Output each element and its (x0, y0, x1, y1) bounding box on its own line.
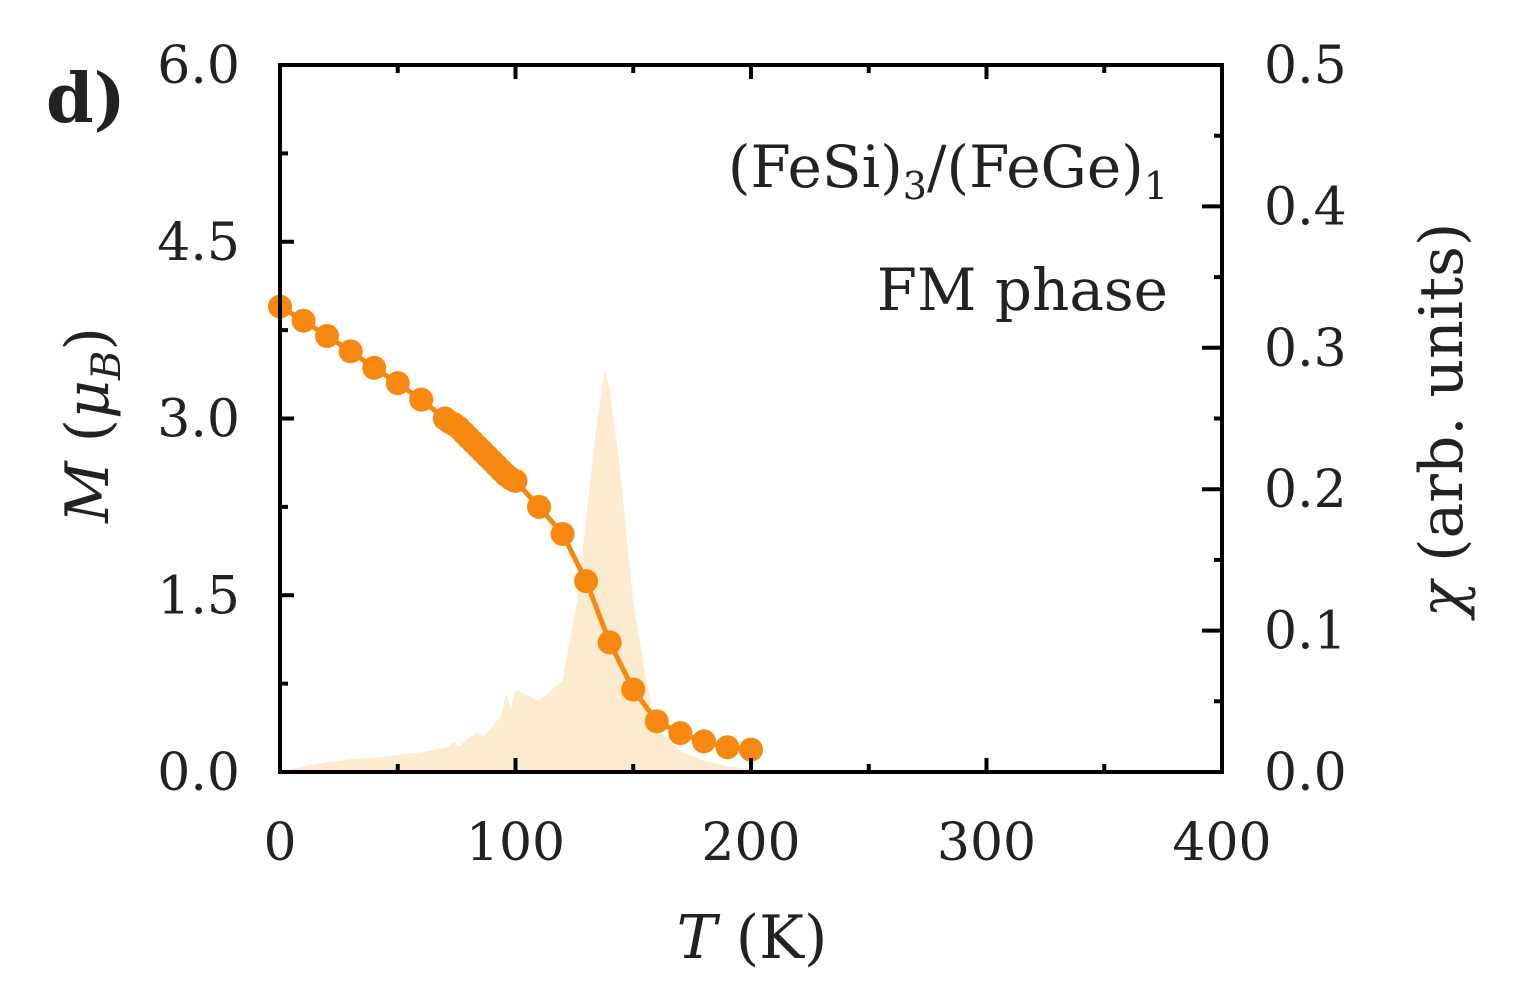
y-right-axis-title: χ (arb. units) (1407, 223, 1477, 622)
data-point (644, 709, 669, 734)
data-point (621, 677, 646, 702)
x-tick-label: 200 (701, 813, 800, 873)
annotation-material: (FeSi)3/(FeGe)1 (728, 133, 1168, 208)
data-point (338, 339, 363, 364)
magnetization-line (278, 304, 752, 753)
y-left-tick-label: 4.5 (157, 213, 240, 273)
y-right-tick-label: 0.0 (1264, 743, 1347, 803)
data-point (315, 324, 340, 349)
data-point (527, 494, 552, 519)
annotation-phase: FM phase (877, 256, 1168, 324)
y-right-tick-labels: 0.0 0.1 0.2 0.3 0.4 0.5 (1264, 36, 1347, 803)
y-left-axis-title: M (μB) (53, 327, 130, 524)
x-tick-label: 0 (263, 813, 296, 873)
x-tick-labels: 0 100 200 300 400 (263, 813, 1271, 873)
y-right-tick-label: 0.1 (1264, 602, 1347, 662)
y-left-tick-label: 3.0 (157, 390, 240, 450)
y-left-tick-label: 1.5 (157, 566, 240, 626)
plot-area (268, 63, 1224, 774)
data-point (291, 308, 316, 333)
data-point (409, 387, 434, 412)
data-point (715, 735, 740, 760)
data-point (362, 355, 387, 380)
y-right-tick-label: 0.2 (1264, 460, 1347, 520)
y-right-tick-label: 0.4 (1264, 177, 1347, 237)
x-tick-label: 400 (1172, 813, 1271, 873)
axis-ticks (278, 63, 1224, 774)
data-point (574, 569, 599, 594)
magnetization-markers (268, 294, 763, 762)
y-right-tick-label: 0.3 (1264, 319, 1347, 379)
susceptibility-area (280, 369, 751, 772)
panel-label: d) (46, 59, 126, 139)
x-tick-label: 100 (466, 813, 565, 873)
data-point (739, 737, 763, 762)
x-axis-title: T (K) (677, 903, 828, 973)
data-point (503, 468, 528, 493)
y-left-tick-label: 6.0 (157, 36, 240, 96)
data-point (385, 371, 410, 396)
y-left-tick-label: 0.0 (157, 743, 240, 803)
data-point (691, 729, 716, 754)
y-left-tick-labels: 0.0 1.5 3.0 4.5 6.0 (157, 36, 240, 803)
data-point (668, 721, 693, 746)
y-right-tick-label: 0.5 (1264, 36, 1347, 96)
x-tick-label: 300 (937, 813, 1036, 873)
data-point (597, 630, 622, 655)
data-point (550, 521, 575, 546)
